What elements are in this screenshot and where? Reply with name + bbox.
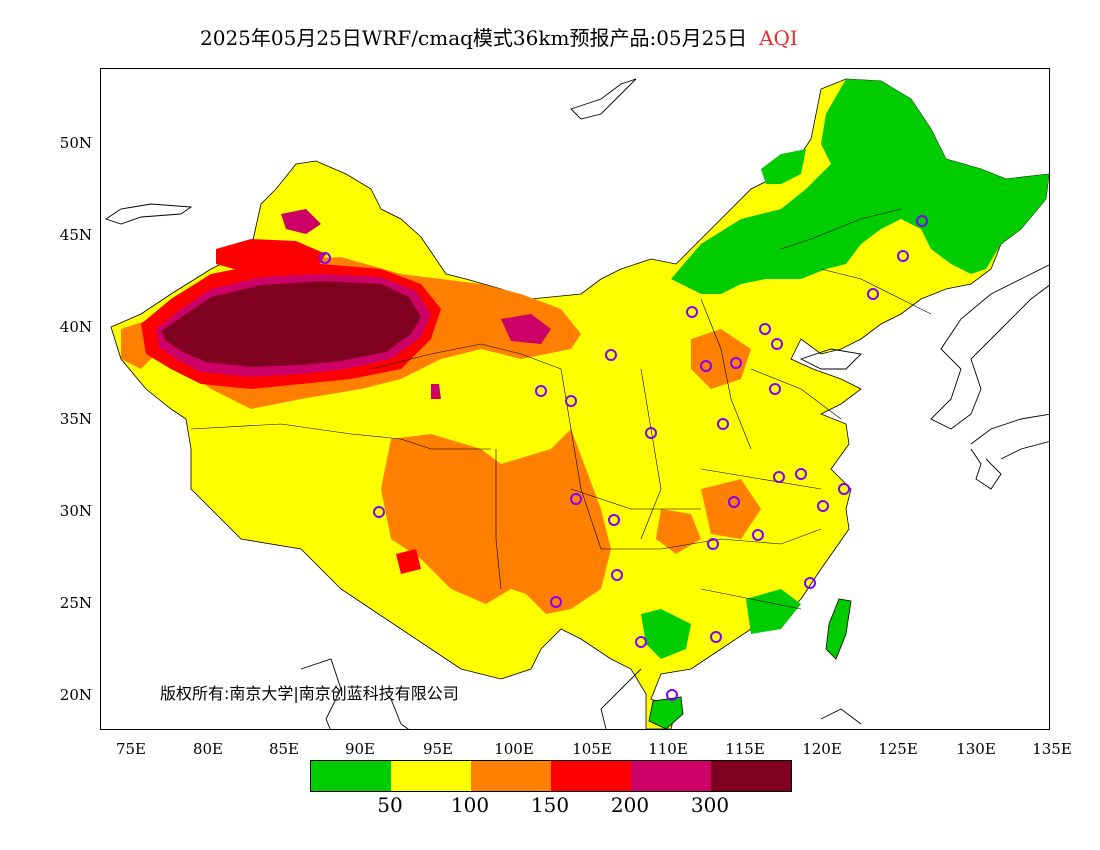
x-label-85e: 85E [268,740,300,758]
region-good-northeast [671,79,1049,294]
copyright-text: 版权所有:南京大学|南京创蓝科技有限公司 [160,684,459,703]
region-usg-central [691,329,751,389]
region-good-northwest [761,149,806,184]
x-label-105e: 105E [572,740,612,758]
aqi-map [104,78,1049,729]
legend-label-100: 100 [450,793,490,817]
station-markers [319,215,928,701]
y-label-50n: 50N [59,134,92,152]
title-variable: AQI [759,26,798,50]
color-legend [310,760,792,792]
legend-swatch-usg [471,761,551,791]
y-label-45n: 45N [59,226,92,244]
x-label-125e: 125E [878,740,918,758]
x-label-120e: 120E [802,740,842,758]
region-very-unhealthy-tibet [431,384,441,399]
legend-swatch-very-unhealthy [631,761,711,791]
region-usg-hubei [701,479,761,539]
region-very-unhealthy-gansu [501,314,551,344]
y-label-20n: 20N [59,686,92,704]
legend-swatch-unhealthy [551,761,631,791]
region-unhealthy-yunnan [396,549,421,574]
map-panel [100,68,1050,730]
coastlines [104,78,1049,729]
region-good-south [641,609,691,659]
x-label-130e: 130E [956,740,996,758]
region-usg-south [526,564,581,614]
region-hazardous-tarim [161,281,421,367]
y-label-25n: 25N [59,594,92,612]
y-label-35n: 35N [59,410,92,428]
island-taiwan [825,598,852,660]
legend-swatch-moderate [391,761,471,791]
title-main: 2025年05月25日WRF/cmaq模式36km预报产品:05月25日 [200,26,748,50]
legend-label-200: 200 [610,793,650,817]
x-label-95e: 95E [422,740,454,758]
y-label-40n: 40N [59,318,92,336]
legend-label-150: 150 [530,793,570,817]
x-label-115e: 115E [725,740,765,758]
province-borders [190,208,932,610]
x-label-135e: 135E [1032,740,1072,758]
region-usg-hunan [656,509,701,554]
region-good-southeast [746,589,801,634]
map-title: 2025年05月25日WRF/cmaq模式36km预报产品:05月25日 AQI [200,22,798,51]
x-label-110e: 110E [648,740,688,758]
x-label-75e: 75E [115,740,147,758]
x-label-100e: 100E [494,740,534,758]
region-very-unhealthy-north [281,209,321,234]
legend-label-300: 300 [690,793,730,817]
y-label-30n: 30N [59,502,92,520]
x-label-80e: 80E [192,740,224,758]
legend-label-50: 50 [377,793,403,817]
x-label-90e: 90E [344,740,376,758]
legend-swatch-good [311,761,391,791]
legend-swatch-hazardous [711,761,791,791]
region-unhealthy-junggar [216,239,326,274]
